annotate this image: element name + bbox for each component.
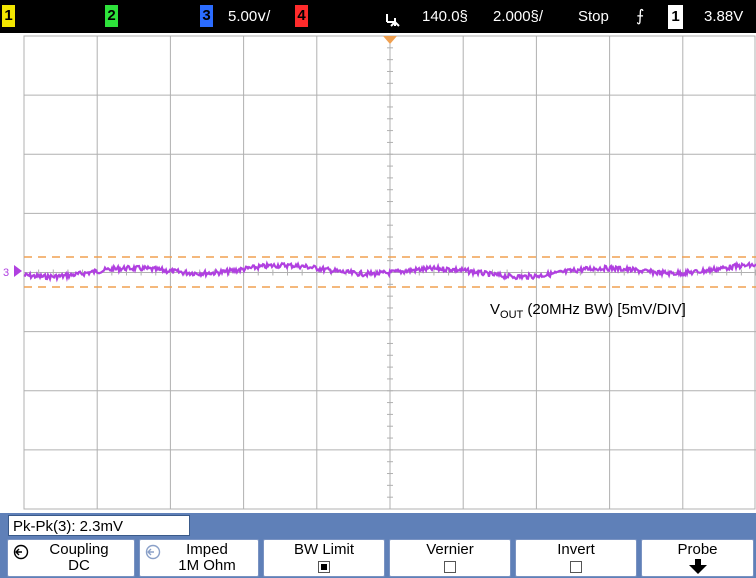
trace-label: VOUT (20MHz BW) [5mV/DIV] — [490, 301, 686, 321]
impedance-softkey[interactable]: Imped 1M Ohm — [139, 539, 259, 577]
trigger-position-icon — [386, 14, 400, 27]
probe-label: Probe — [677, 541, 718, 558]
measurement-readout: Pk-Pk(3): 2.3mV — [8, 515, 190, 536]
coupling-value: DC — [68, 557, 90, 574]
coupling-softkey[interactable]: Coupling DC — [7, 539, 135, 577]
trigger-source-indicator: 1 — [668, 5, 683, 29]
status-bar: 1 2 3 5.00ⅴ/ 4 140.0§ 2.000§/ Stop ⨍ 1 3… — [0, 0, 756, 33]
run-state: Stop — [578, 8, 609, 25]
channel-3-marker — [14, 265, 22, 277]
invert-softkey[interactable]: Invert — [515, 539, 637, 577]
channel-4-indicator[interactable]: 4 — [295, 5, 308, 27]
trigger-level: 3.88V — [704, 8, 744, 25]
time-scale: 2.000§/ — [493, 8, 544, 25]
channel-1-indicator[interactable]: 1 — [2, 5, 15, 27]
channel-3-indicator[interactable]: 3 — [200, 5, 213, 27]
waveform-display[interactable]: 3 VOUT (20MHz BW) [5mV/DIV] — [0, 33, 756, 513]
bw-limit-checkbox[interactable] — [318, 561, 330, 573]
vernier-softkey[interactable]: Vernier — [389, 539, 511, 577]
channel-3-marker-label: 3 — [3, 267, 9, 279]
invert-checkbox[interactable] — [570, 561, 582, 573]
arrow-down-icon — [688, 559, 707, 574]
bw-limit-softkey[interactable]: BW Limit — [263, 539, 385, 577]
channel-3-scale: 5.00ⅴ/ — [228, 8, 271, 25]
trigger-marker — [383, 36, 397, 44]
bw-limit-label: BW Limit — [294, 541, 354, 558]
channel-3-trace — [23, 260, 756, 283]
time-delay: 140.0§ — [422, 8, 468, 25]
probe-softkey[interactable]: Probe — [641, 539, 754, 577]
rotate-knob-icon — [13, 544, 29, 560]
channel-2-indicator[interactable]: 2 — [105, 5, 118, 27]
coupling-label: Coupling — [49, 541, 109, 558]
graticule: 3 — [3, 35, 756, 510]
vernier-checkbox[interactable] — [444, 561, 456, 573]
vernier-label: Vernier — [426, 541, 474, 558]
invert-label: Invert — [557, 541, 595, 558]
impedance-label: Imped — [186, 541, 228, 558]
rotate-knob-icon — [145, 544, 161, 560]
impedance-value: 1M Ohm — [178, 557, 236, 574]
rising-edge-icon: ⨍ — [636, 8, 645, 25]
